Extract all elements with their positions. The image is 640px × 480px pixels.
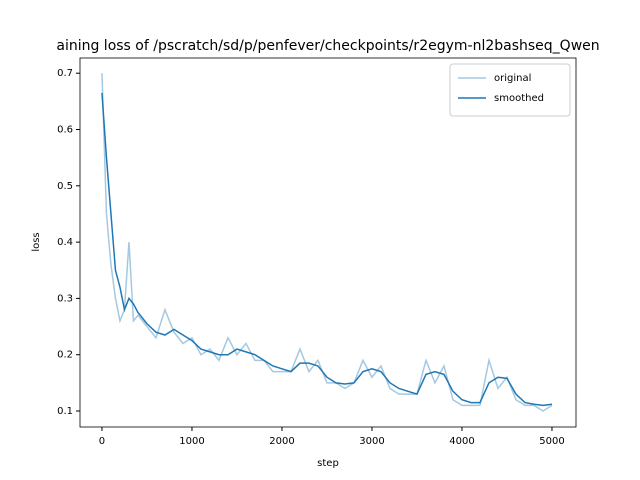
x-tick-label: 4000	[449, 436, 474, 447]
series-line	[101, 92, 553, 407]
x-tick-label: 5000	[539, 436, 564, 447]
legend-label: original	[494, 73, 531, 84]
y-tick-label: 0.7	[57, 68, 73, 79]
series-line	[101, 73, 553, 412]
legend-box	[449, 63, 571, 117]
y-tick-label: 0.3	[57, 293, 73, 304]
y-tick-label: 0.4	[57, 237, 73, 248]
x-tick-label: 3000	[359, 436, 384, 447]
y-tick-label: 0.5	[57, 181, 73, 192]
y-axis-label: loss	[31, 232, 42, 251]
x-tick-label: 1000	[179, 436, 204, 447]
y-tick-label: 0.2	[57, 350, 73, 361]
x-tick-label: 0	[99, 436, 105, 447]
x-axis-label: step	[317, 458, 339, 469]
plot-frame	[79, 57, 577, 428]
y-tick-label: 0.6	[57, 125, 73, 136]
legend-label: smoothed	[494, 93, 544, 104]
y-tick-label: 0.1	[57, 406, 73, 417]
x-tick-label: 2000	[269, 436, 294, 447]
chart-title: aining loss of /pscratch/sd/p/penfever/c…	[56, 38, 599, 54]
